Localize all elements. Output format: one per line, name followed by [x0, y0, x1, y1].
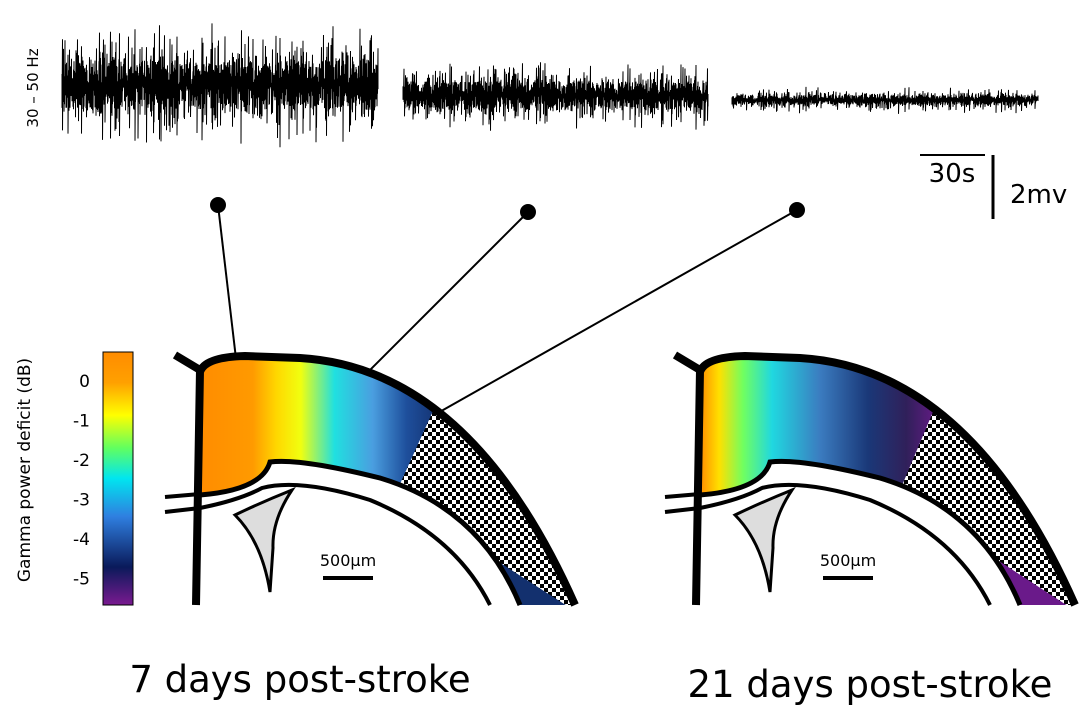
ventricle [232, 486, 296, 593]
section: 500µm [664, 351, 1079, 607]
colorbar-tick-label: 0 [79, 372, 90, 392]
caption: 7 days post-stroke [129, 658, 470, 701]
outer-boundary [672, 351, 1079, 607]
section: 500µm [164, 351, 579, 607]
scale-label: 500µm [820, 551, 876, 570]
trace [731, 86, 1039, 114]
colorbar-label: Gamma power deficit (dB) [15, 358, 35, 582]
caption: 21 days post-stroke [688, 663, 1053, 706]
inner-boundary [199, 458, 523, 606]
lesion [898, 356, 1075, 605]
cortex [200, 356, 575, 605]
colorbar-tick-label: -2 [73, 451, 90, 471]
colorbar-tick-label: -1 [73, 412, 90, 432]
trace-band-label: 30 – 50 Hz [24, 48, 42, 127]
trace [402, 62, 709, 131]
trace [61, 23, 379, 148]
time-scale-label: 30s [929, 159, 976, 189]
white-matter [664, 482, 992, 606]
ventricle [732, 486, 796, 593]
white-matter [164, 482, 492, 606]
colorbar-tick-label: -3 [73, 491, 90, 511]
inner-boundary [699, 458, 1023, 606]
outer-boundary [172, 351, 579, 607]
traces [61, 23, 1039, 148]
colorbar [102, 351, 134, 606]
scale-label: 500µm [320, 551, 376, 570]
voltage-scale-label: 2mv [1010, 180, 1067, 210]
colorbar-tick-label: -5 [73, 570, 90, 590]
colorbar-ticks: 0 -1 -2 -3 -4 -5 [73, 372, 90, 590]
cortex [700, 356, 1075, 605]
colorbar-tick-label: -4 [73, 530, 90, 550]
